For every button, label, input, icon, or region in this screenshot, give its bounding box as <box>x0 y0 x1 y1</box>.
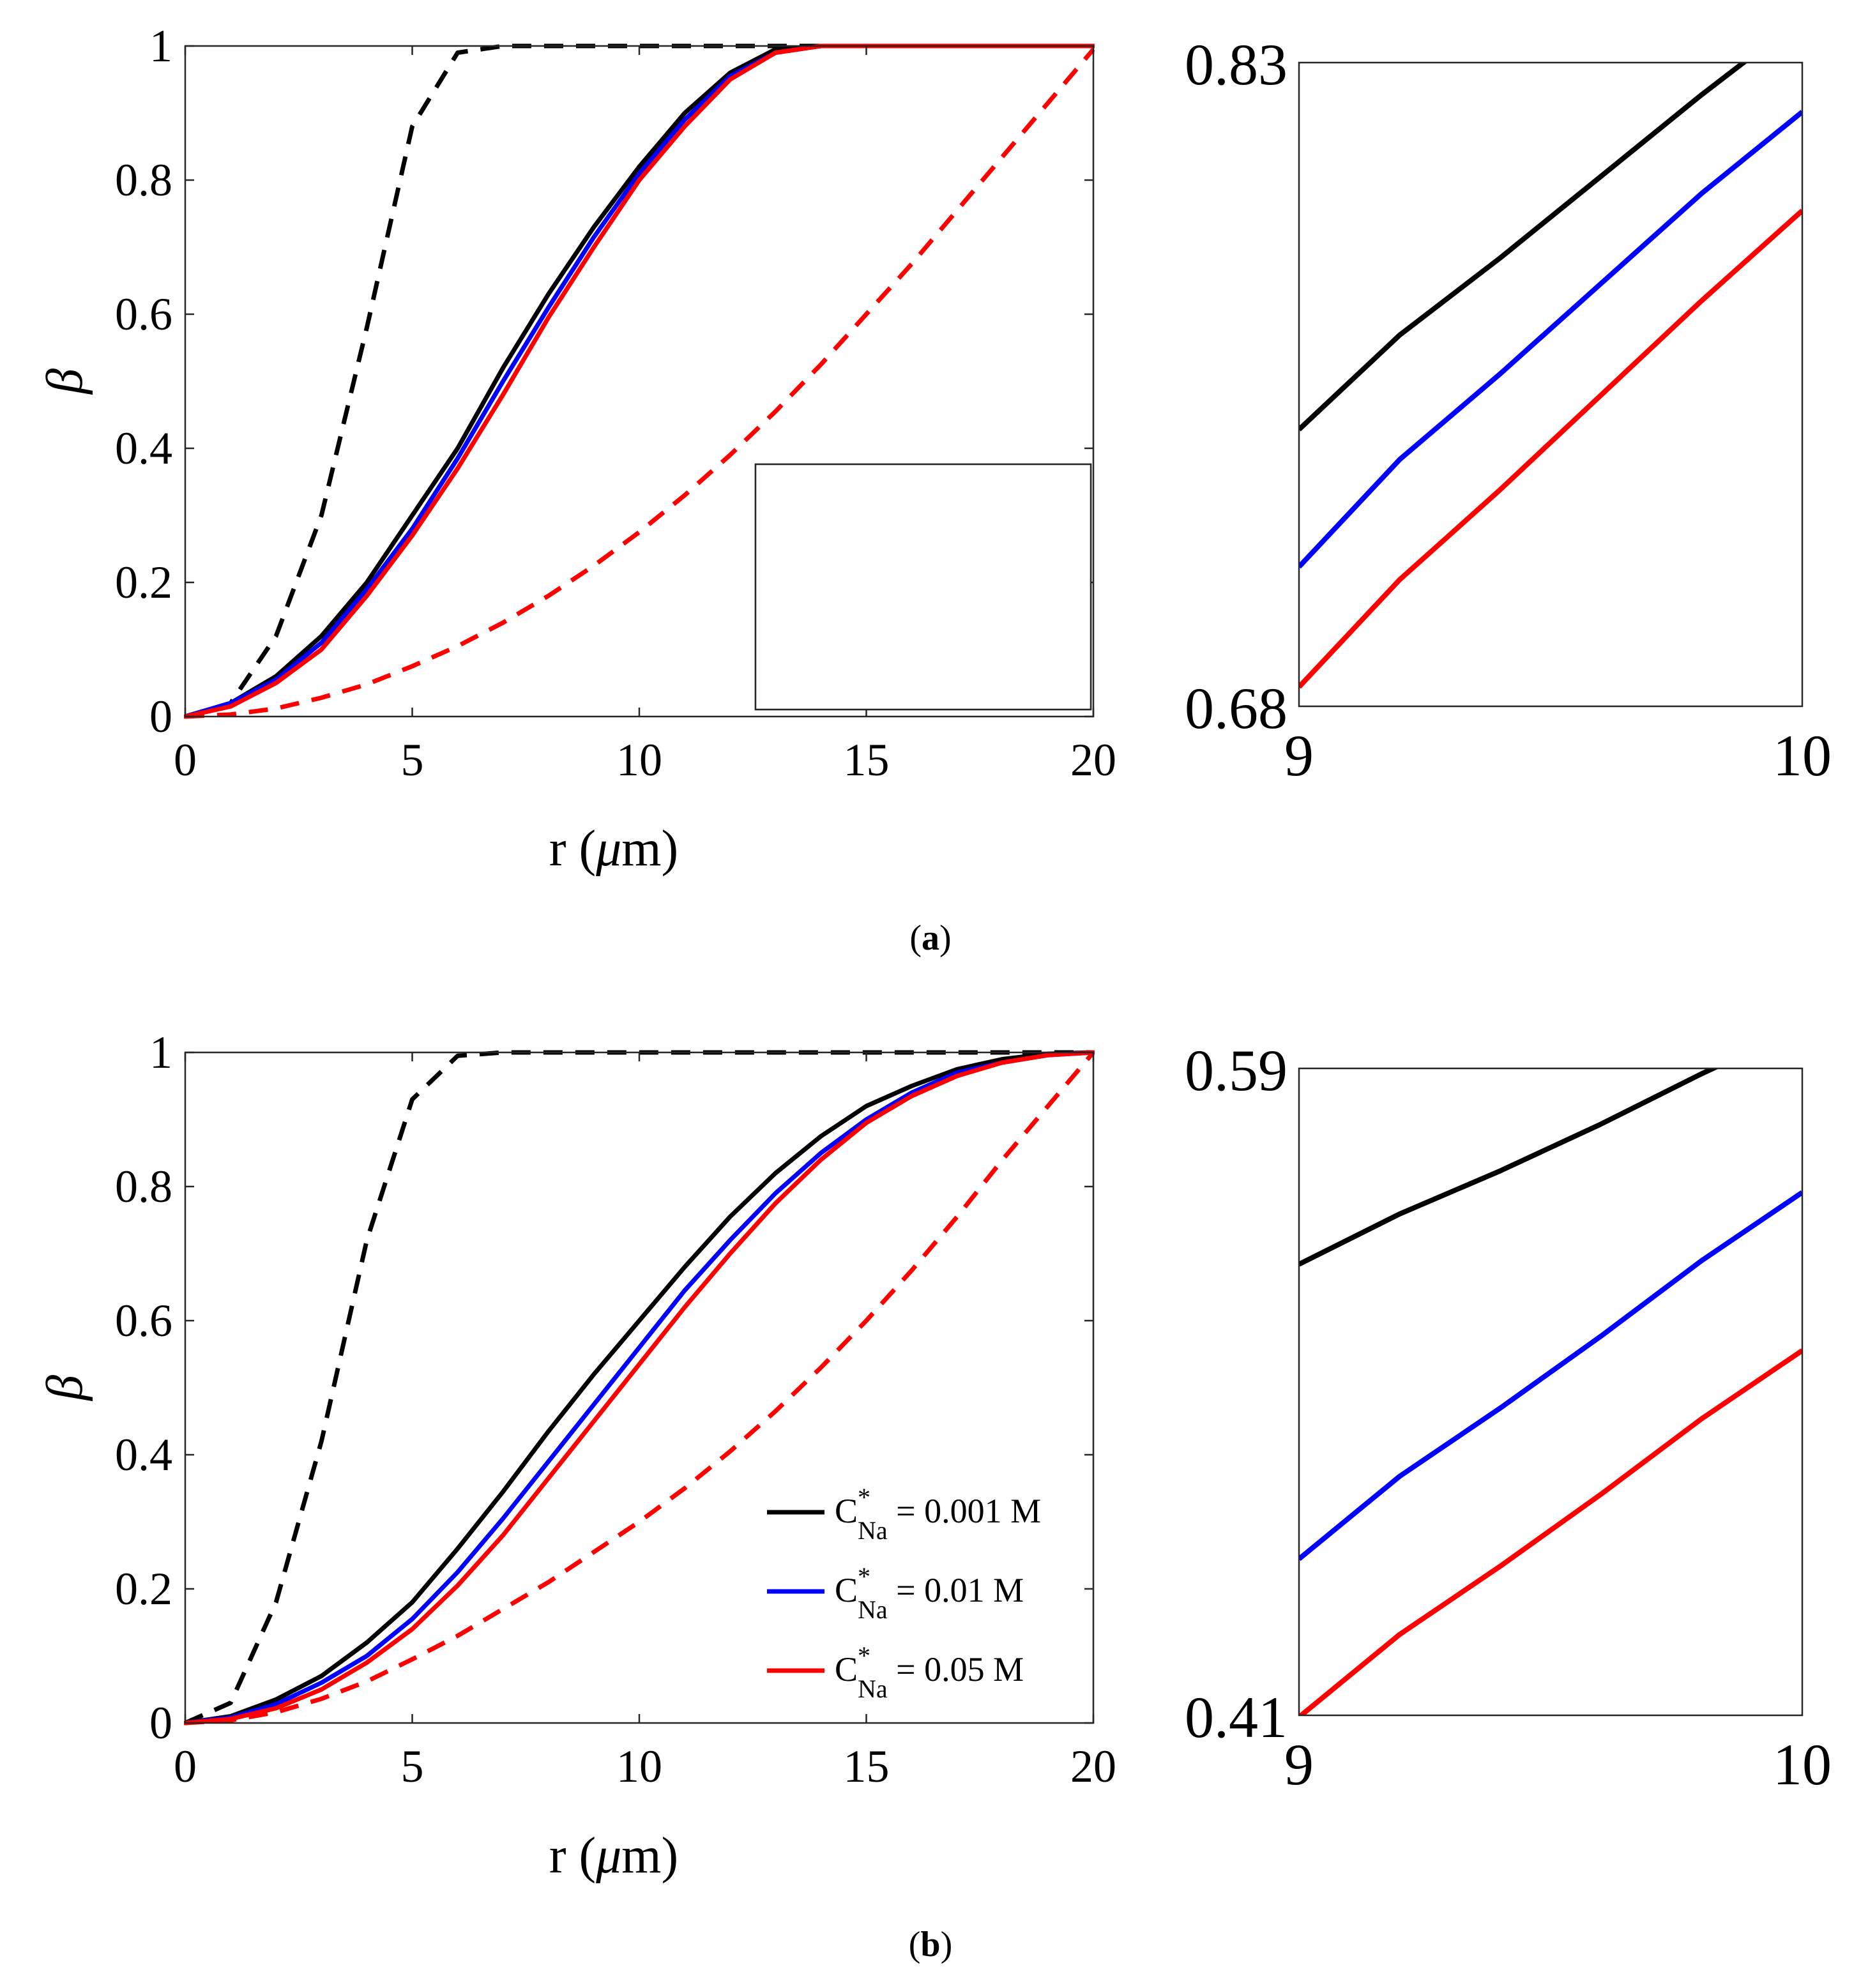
inset-series-group <box>1299 63 1802 689</box>
inset-y-tick-label: 0.68 <box>1185 676 1288 741</box>
inset-series-1 <box>1299 1190 1802 1561</box>
dashed-series-4 <box>185 1051 1095 1726</box>
inset-x-tick-label: 9 <box>1284 1732 1314 1797</box>
inset-plot: 9 10 0.68 0.83 <box>1185 32 1832 788</box>
x-tick-label: 0 <box>174 734 197 785</box>
y-tick-label: 0.8 <box>115 1161 172 1212</box>
panel-label: (b) <box>909 1925 952 1964</box>
main-axes-frame <box>184 1051 1095 1724</box>
legend-entry: C*Na = 0.05 M <box>767 1641 1024 1703</box>
main-plot: 0 5 10 15 20 0 0.2 0.4 0.6 0.8 1 r (μm) β C*Na = 0.00… <box>37 463 1116 1884</box>
x-axis-label: r (μm) <box>549 1828 678 1884</box>
y-axis-label: β <box>37 1375 93 1402</box>
y-tick-label: 0.4 <box>115 423 172 474</box>
inset-series-2 <box>1299 208 1802 689</box>
y-tick-label: 0 <box>149 1697 172 1749</box>
x-tick-label: 5 <box>401 1741 424 1792</box>
y-tick-label: 0.2 <box>115 557 172 608</box>
y-tick-label: 1 <box>149 20 172 72</box>
y-tick-label: 0 <box>149 691 172 742</box>
y-axis-label: β <box>37 368 93 395</box>
inset-series-1 <box>1299 110 1802 569</box>
legend-entry: C*Na = 0.001 M <box>767 1483 1041 1545</box>
legend-label: C*Na = 0.05 M <box>835 1641 1024 1703</box>
y-tick-label: 0.2 <box>115 1563 172 1614</box>
inset-plot: 9 10 0.41 0.59 <box>1185 1038 1832 1797</box>
x-tick-label: 0 <box>174 1741 197 1792</box>
inset-y-tick-label: 0.41 <box>1185 1685 1288 1750</box>
inset-axes-frame <box>1298 61 1804 708</box>
y-tick-label: 0.8 <box>115 155 172 206</box>
y-tick-label: 0.4 <box>115 1429 172 1480</box>
solid-series-2 <box>184 1050 1095 1726</box>
legend-box <box>754 463 1092 711</box>
inset-y-tick-label: 0.59 <box>1185 1038 1288 1103</box>
legend: C*Na = 0.001 M C*Na = 0.01 M C*Na = 0.05 M <box>754 463 1092 1703</box>
x-tick-label: 10 <box>616 1741 662 1792</box>
inset-x-tick-label: 10 <box>1773 1732 1832 1797</box>
x-tick-label: 10 <box>616 734 662 785</box>
x-tick-label: 15 <box>844 734 890 785</box>
inset-axes-frame <box>1298 1067 1804 1717</box>
panel-label: (a) <box>909 918 951 958</box>
inset-series-2 <box>1299 1348 1802 1715</box>
x-axis-label: r (μm) <box>549 821 678 877</box>
series-group <box>184 1050 1095 1726</box>
panel-b: 0 5 10 15 20 0 0.2 0.4 0.6 0.8 1 r (μm) β C* Na = 0.00… <box>37 463 1832 1964</box>
dashed-series-3 <box>184 1050 1093 1726</box>
solid-series-1 <box>184 1050 1095 1726</box>
inset-series-group <box>1299 1068 1802 1715</box>
inset-series-0 <box>1299 63 1748 432</box>
y-tick-label: 1 <box>149 1027 172 1078</box>
inset-y-tick-label: 0.83 <box>1185 32 1288 97</box>
inset-x-tick-label: 10 <box>1773 723 1832 788</box>
legend-label: C*Na = 0.01 M <box>835 1562 1024 1624</box>
legend-label: C*Na = 0.001 M <box>835 1483 1041 1545</box>
x-tick-label: 20 <box>1070 734 1116 785</box>
legend-entry: C*Na = 0.01 M <box>767 1562 1024 1624</box>
x-tick-label: 15 <box>844 1741 890 1792</box>
dashed-series-4 <box>185 47 1095 719</box>
y-tick-label: 0.6 <box>115 289 172 340</box>
y-tick-label: 0.6 <box>115 1295 172 1346</box>
x-tick-label: 5 <box>401 734 424 785</box>
solid-series-0 <box>184 1050 1095 1726</box>
x-tick-label: 20 <box>1070 1741 1116 1792</box>
inset-series-0 <box>1299 1068 1720 1267</box>
inset-x-tick-label: 9 <box>1284 723 1314 788</box>
